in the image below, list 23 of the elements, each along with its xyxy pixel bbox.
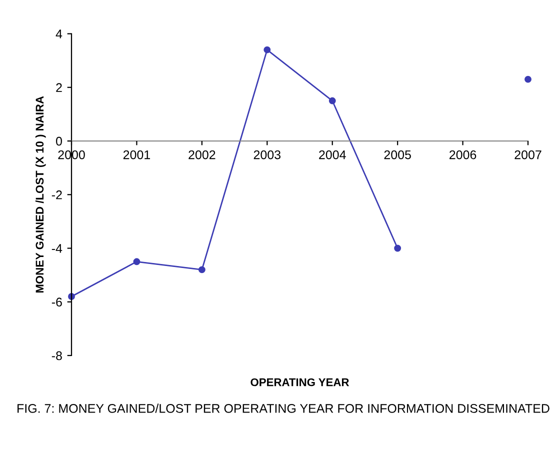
y-tick-label: -4 [52,244,62,253]
y-tick-label: -6 [52,298,62,307]
point [524,76,532,83]
y-tick-label: 4 [56,30,62,38]
x-tick-label: 2005 [384,150,411,160]
point [328,97,336,104]
x-tick-label: 2003 [254,150,280,160]
y-axis-title: MONEY GAINED /LOST (X 10 ) NAIRA [35,96,46,293]
y-tick-label: 0 [56,136,62,146]
point [133,258,140,266]
y-tick-label: -8 [52,351,62,360]
y-tick-label: 2 [56,83,62,92]
x-tick-label: 2002 [188,150,216,160]
point [394,244,402,252]
x-tick-label: 2004 [319,150,346,160]
x-tick-label: 2001 [123,150,150,160]
x-axis-title: OPERATING YEAR [250,378,350,386]
point [264,46,271,54]
caption: FIG. 7: MONEY GAINED/LOST PER OPERATING YEAR FOR INFORMATION DISSEMINATED [18,404,550,413]
y-tick-label: -2 [52,190,62,200]
point [198,266,206,274]
x-tick-label: 2007 [514,150,542,160]
x-tick-label: 2006 [450,150,476,160]
